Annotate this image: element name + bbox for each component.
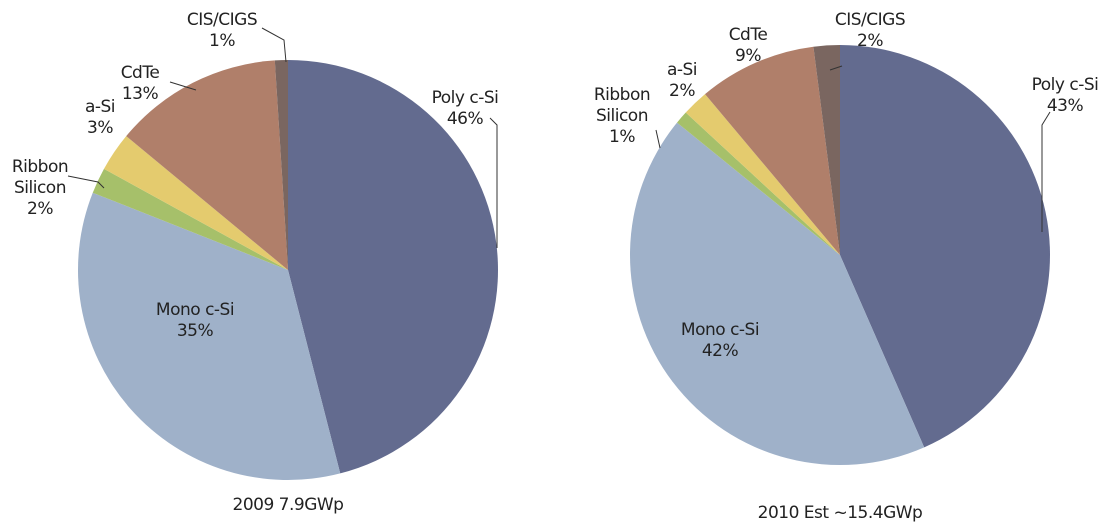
slice-value-label: 2% <box>669 81 695 101</box>
slice-value-label: 13% <box>122 84 159 104</box>
pie-slice <box>705 46 840 256</box>
leader-line <box>1041 111 1051 232</box>
pie-slice <box>677 112 840 255</box>
chart-title: 2010 Est ~15.4GWp <box>758 503 923 523</box>
slice-label: Mono c-Si <box>681 320 759 340</box>
slice-label-line: Silicon <box>596 106 648 126</box>
pie-slice <box>685 94 840 255</box>
slice-value-label: 2% <box>27 199 53 219</box>
slice-value-label: 1% <box>609 127 635 147</box>
slice-value-label: 35% <box>177 321 214 341</box>
slice-label-line: Silicon <box>14 178 66 198</box>
slice-label-line: Ribbon <box>594 85 650 105</box>
pie-slice <box>274 60 288 270</box>
slice-label: a-Si <box>85 97 115 117</box>
pie-slice <box>840 45 1050 448</box>
slice-label: Ribbon Silicon <box>12 157 68 198</box>
leader-line <box>261 27 287 63</box>
pie-slice <box>92 168 288 270</box>
slice-value-label: 2% <box>857 31 883 51</box>
slice-value-label: 9% <box>735 46 761 66</box>
slice-label: CIS/CIGS <box>187 10 257 30</box>
pie-slice <box>103 136 289 270</box>
leader-line <box>169 81 197 91</box>
slice-label: Mono c-Si <box>156 300 234 320</box>
slice-value-label: 3% <box>87 118 113 138</box>
slice-value-label: 46% <box>447 109 484 129</box>
slice-label: Ribbon Silicon <box>594 85 650 126</box>
pie-slice <box>288 60 499 474</box>
slice-label: a-Si <box>667 60 697 80</box>
slice-value-label: 43% <box>1047 96 1084 116</box>
leader-line <box>829 65 843 71</box>
slice-label: CdTe <box>729 25 768 45</box>
leader-line <box>489 117 498 248</box>
pie-slice <box>77 192 341 481</box>
slice-label: CIS/CIGS <box>835 10 905 30</box>
slice-value-label: 42% <box>702 341 739 361</box>
pie-slice <box>126 60 288 271</box>
pie-slice <box>813 45 840 255</box>
pie-slice <box>630 122 925 466</box>
slice-label: CdTe <box>121 63 160 83</box>
slice-label: Poly c-Si <box>1032 75 1099 95</box>
slice-label-line: Ribbon <box>12 157 68 177</box>
leader-line <box>67 175 105 189</box>
chart-title: 2009 7.9GWp <box>233 495 344 515</box>
slice-label: Poly c-Si <box>432 88 499 108</box>
leader-line <box>655 129 661 149</box>
slice-value-label: 1% <box>209 31 235 51</box>
